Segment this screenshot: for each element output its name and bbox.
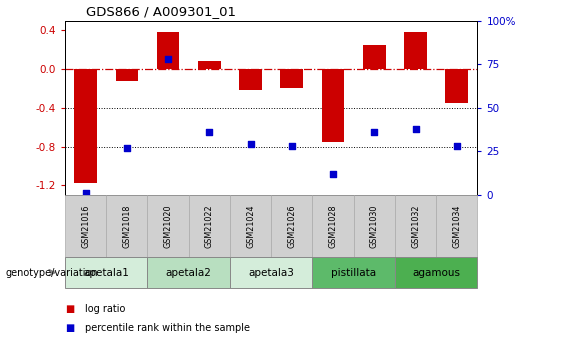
Text: GSM21022: GSM21022 — [205, 204, 214, 248]
Point — [81, 190, 90, 196]
Point — [453, 144, 462, 149]
Text: GSM21016: GSM21016 — [81, 204, 90, 248]
Bar — [321, 69, 345, 142]
Text: GSM21024: GSM21024 — [246, 204, 255, 248]
Text: GSM21032: GSM21032 — [411, 204, 420, 248]
Point — [123, 145, 132, 151]
Text: genotype/variation: genotype/variation — [6, 268, 98, 277]
Text: ■: ■ — [65, 323, 74, 333]
Text: ■: ■ — [65, 304, 74, 314]
Point — [164, 56, 173, 62]
Text: apetala3: apetala3 — [248, 268, 294, 277]
Bar — [115, 69, 138, 81]
Text: apetala1: apetala1 — [83, 268, 129, 277]
Text: apetala2: apetala2 — [166, 268, 212, 277]
Text: pistillata: pistillata — [331, 268, 376, 277]
Bar — [404, 32, 427, 69]
Text: GSM21018: GSM21018 — [123, 204, 131, 248]
Point — [205, 129, 214, 135]
Text: GDS866 / A009301_01: GDS866 / A009301_01 — [86, 5, 236, 18]
Text: GSM21026: GSM21026 — [288, 204, 296, 248]
Text: GSM21028: GSM21028 — [329, 204, 337, 248]
Point — [370, 129, 379, 135]
Bar — [198, 61, 221, 69]
Bar — [363, 45, 386, 69]
Point — [329, 171, 338, 177]
Text: GSM21030: GSM21030 — [370, 204, 379, 248]
Point — [411, 126, 420, 131]
Text: GSM21020: GSM21020 — [164, 204, 172, 248]
Text: log ratio: log ratio — [85, 304, 125, 314]
Bar — [280, 69, 303, 88]
Text: agamous: agamous — [412, 268, 460, 277]
Bar — [445, 69, 468, 103]
Point — [288, 144, 297, 149]
Text: percentile rank within the sample: percentile rank within the sample — [85, 323, 250, 333]
Bar — [157, 32, 180, 69]
Bar — [239, 69, 262, 90]
Point — [246, 142, 255, 147]
Bar — [74, 69, 97, 183]
Text: GSM21034: GSM21034 — [453, 204, 461, 248]
